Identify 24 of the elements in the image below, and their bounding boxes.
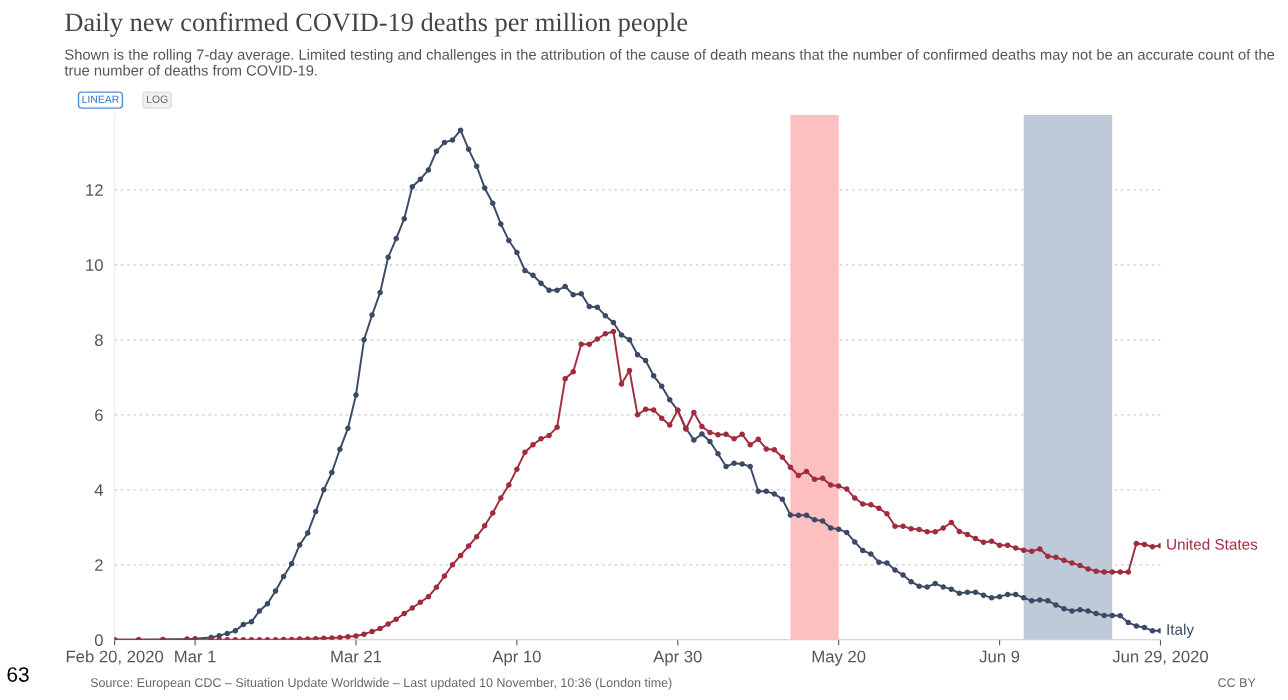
y-tick-label: 0 (94, 634, 103, 646)
x-tick-label: Jun 29, 2020 (1112, 650, 1209, 665)
x-tick-label: Feb 20, 2020 (66, 650, 164, 665)
text: 63 (7, 667, 29, 682)
x-tick-label: Jun 9 (979, 650, 1020, 663)
y-tick-label: 2 (95, 559, 103, 571)
y-tick-label: 8 (94, 334, 103, 346)
x-tick-label: Mar 21 (331, 650, 382, 663)
text: LINEAR (82, 95, 119, 103)
y-tick-label: 4 (94, 484, 104, 496)
x-tick-label: Apr 10 (492, 650, 541, 666)
source-note: Source: European CDC – Situation Update Worldwide – Last updated 10 November, 10:36 (London time) (90, 677, 672, 690)
x-tick-label: May 20 (812, 650, 866, 666)
y-tick-label: 10 (86, 259, 103, 271)
x-tick-label: Apr 30 (653, 650, 702, 666)
y-tick-label: 6 (95, 409, 103, 421)
chart-subtitle: Shown is the rolling 7-day average. Limited testing and challenges in the attribution of the cause of death means that the number of confirmed deaths may not be an accurate count of the true number of deaths from COVID-19. (64, 49, 1275, 76)
series-label: United States (1167, 538, 1258, 550)
chart-title: Daily new confirmed COVID-19 deaths per million people (65, 12, 688, 37)
text: CC BY (1218, 678, 1256, 688)
y-tick-label: 12 (86, 184, 103, 196)
x-tick-label: Mar 1 (175, 650, 216, 663)
series-label: Italy (1167, 623, 1195, 638)
text: LOG (146, 95, 168, 103)
